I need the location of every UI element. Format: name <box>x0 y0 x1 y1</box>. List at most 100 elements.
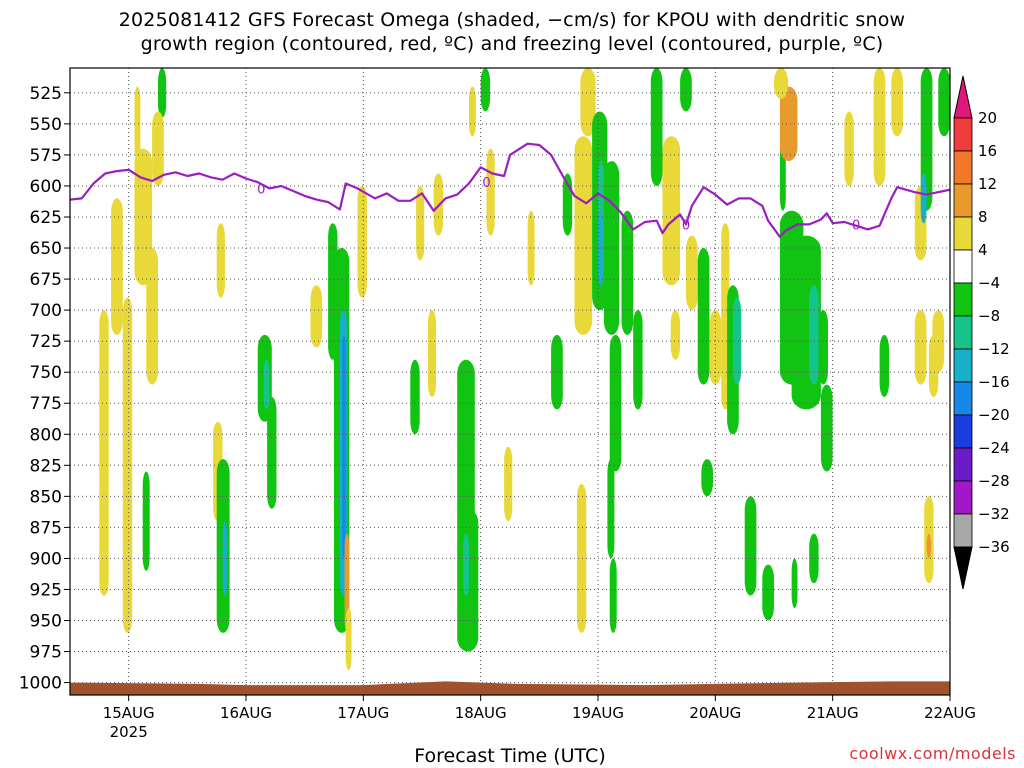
omega-cell <box>732 297 742 385</box>
colorbar: 20 16 12 8 4 −4 −8 −12 −16 −20 −24 −28 −32 −36 <box>953 75 1010 590</box>
colorbar-label: 4 <box>978 241 988 259</box>
x-axis: 15AUG 16AUG 17AUG 18AUG 19AUG 20AUG 21AUG 22AUG… <box>103 695 976 741</box>
omega-cell <box>146 248 158 385</box>
omega-cell <box>427 310 437 397</box>
omega-cell <box>457 359 475 534</box>
omega-cell <box>938 68 950 137</box>
omega-cell <box>527 210 535 286</box>
omega-cell <box>680 68 692 112</box>
omega-cell <box>504 446 513 522</box>
omega-cell <box>263 359 270 410</box>
omega-cell <box>134 86 141 162</box>
colorbar-label: −16 <box>978 373 1010 391</box>
omega-cell <box>551 334 563 410</box>
omega-cell <box>598 210 604 286</box>
colorbar-label: −12 <box>978 340 1010 358</box>
colorbar-segment <box>953 315 973 350</box>
omega-cell <box>344 533 350 633</box>
colorbar-segment <box>953 414 973 449</box>
x-tick-label: 17AUG <box>337 704 389 722</box>
omega-cell <box>603 161 620 335</box>
colorbar-segment <box>953 513 973 548</box>
y-tick-label: 925 <box>30 580 62 600</box>
omega-cell <box>345 608 352 671</box>
y-tick-label: 875 <box>30 518 62 538</box>
omega-cell <box>662 136 681 286</box>
omega-shading <box>99 68 950 671</box>
omega-cell <box>122 297 133 633</box>
omega-cell <box>809 285 819 385</box>
omega-cell <box>926 533 932 559</box>
x-tick-label: 21AUG <box>807 704 859 722</box>
x-tick-label: 20AUG <box>689 704 741 722</box>
y-tick-label: 1000 <box>19 674 62 694</box>
colorbar-segment <box>953 480 973 515</box>
omega-cell <box>762 564 774 621</box>
chart-title-line2: growth region (contoured, red, ºC) and f… <box>140 33 884 55</box>
omega-cell <box>216 223 225 298</box>
x-tick-label: 18AUG <box>455 704 507 722</box>
plot-grid <box>70 68 951 695</box>
omega-cell <box>607 459 615 559</box>
freezing-level-label: 0 <box>682 218 690 233</box>
colorbar-label: −36 <box>978 538 1010 556</box>
x-tick-label: 15AUG <box>103 704 155 722</box>
omega-cell <box>701 459 713 497</box>
omega-cell <box>410 359 420 435</box>
x-year-label: 2025 <box>110 723 148 741</box>
omega-cell <box>486 148 495 236</box>
colorbar-top-arrow <box>953 75 973 119</box>
colorbar-label: −20 <box>978 406 1010 424</box>
colorbar-label: −4 <box>978 274 1000 292</box>
y-tick-label: 850 <box>30 487 62 507</box>
y-tick-label: 650 <box>30 239 62 259</box>
omega-cell <box>416 186 425 261</box>
omega-cell <box>633 310 643 410</box>
y-tick-label: 825 <box>30 456 62 476</box>
y-tick-label: 800 <box>30 425 62 445</box>
omega-cell <box>99 310 109 596</box>
omega-cell <box>580 68 596 137</box>
freezing-level-label: 0 <box>257 182 265 197</box>
freezing-level-label: 0 <box>482 176 490 191</box>
omega-cell <box>820 384 833 472</box>
y-axis: 525 550 575 600 625 650 675 700 725 750 775 800 825 8… <box>19 84 70 694</box>
omega-cell <box>891 68 903 137</box>
omega-cell <box>697 248 710 385</box>
omega-cell <box>779 86 798 162</box>
colorbar-label: 20 <box>978 109 997 127</box>
colorbar-label: 12 <box>978 175 997 193</box>
omega-cell <box>267 397 277 509</box>
omega-cell <box>342 334 346 559</box>
y-tick-label: 725 <box>30 332 62 352</box>
omega-cell <box>609 334 622 472</box>
omega-cell <box>774 68 789 99</box>
omega-cell <box>621 210 634 335</box>
colorbar-label: −8 <box>978 307 1000 325</box>
omega-cell <box>650 68 663 186</box>
omega-cell <box>111 198 123 335</box>
omega-cell <box>222 521 228 596</box>
colorbar-label: −32 <box>978 505 1010 523</box>
colorbar-label: 16 <box>978 142 997 160</box>
colorbar-segment <box>953 183 973 218</box>
omega-cell <box>873 68 886 186</box>
omega-cell <box>480 68 491 112</box>
y-tick-label: 900 <box>30 549 62 569</box>
y-tick-label: 750 <box>30 363 62 383</box>
omega-cell <box>142 471 150 571</box>
omega-cell <box>920 173 927 224</box>
y-tick-label: 525 <box>30 84 62 104</box>
credit-link[interactable]: coolwx.com/models <box>849 744 1016 763</box>
colorbar-segment <box>953 348 973 383</box>
x-tick-label: 16AUG <box>220 704 272 722</box>
chart-title-line1: 2025081412 GFS Forecast Omega (shaded, −… <box>118 9 906 31</box>
y-tick-label: 550 <box>30 115 62 135</box>
y-tick-label: 950 <box>30 612 62 632</box>
colorbar-label: −28 <box>978 472 1010 490</box>
colorbar-segment <box>953 216 973 251</box>
omega-cell <box>709 310 722 385</box>
y-tick-label: 775 <box>30 394 62 414</box>
colorbar-segment <box>953 381 973 416</box>
y-tick-label: 675 <box>30 270 62 290</box>
